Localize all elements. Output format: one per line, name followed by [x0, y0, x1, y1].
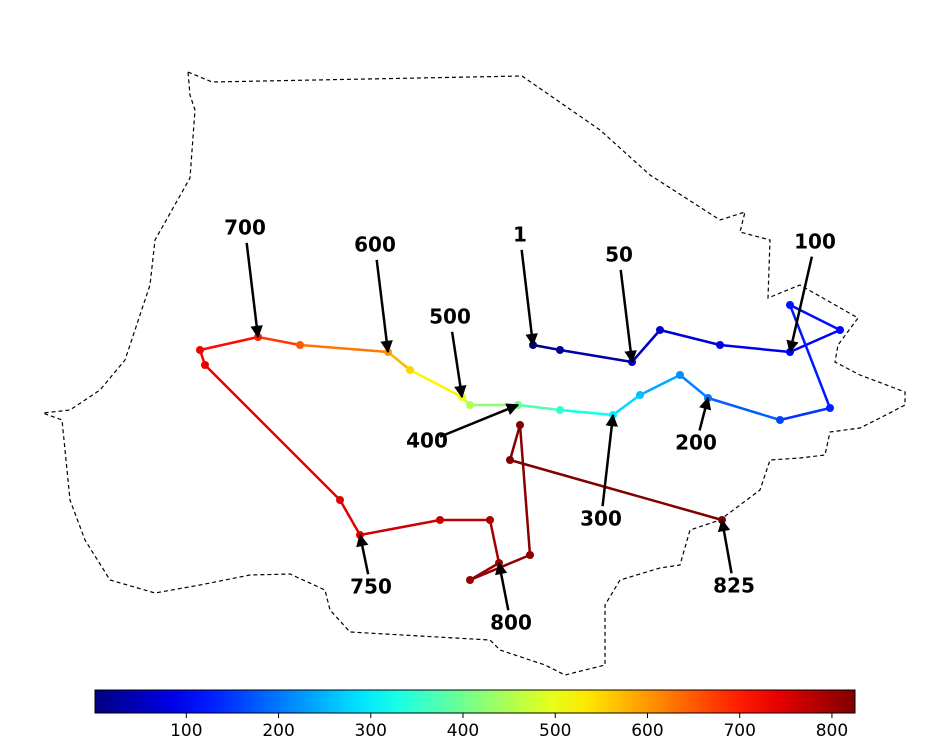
trajectory-point — [526, 551, 534, 559]
annotation-label: 700 — [224, 216, 266, 240]
annotation-arrow — [786, 256, 814, 354]
trajectory-segment — [707, 396, 781, 422]
trajectory-point — [776, 416, 784, 424]
trajectory-point — [826, 404, 834, 412]
annotation-arrow — [698, 396, 712, 431]
trajectory-point — [406, 366, 414, 374]
trajectory-segment — [199, 335, 259, 352]
trajectory-segment — [789, 328, 841, 354]
trajectory-segment — [299, 343, 389, 354]
annotation-label: 200 — [675, 431, 717, 455]
annotation-arrow — [245, 242, 263, 339]
boundary — [42, 71, 906, 676]
trajectory-point — [296, 341, 304, 349]
trajectory-segment — [612, 393, 641, 417]
trajectory-point — [486, 516, 494, 524]
colorbar-scale — [94, 689, 856, 714]
trajectory-segment — [409, 368, 463, 399]
trajectory-segment — [532, 343, 561, 352]
trajectory-point — [466, 576, 474, 584]
trajectory-segment — [509, 458, 723, 522]
colorbar-tick-label: 600 — [631, 721, 663, 741]
annotations: 1 50 100 200 300 400 500 600 700 750 800 825 — [224, 216, 836, 635]
annotation-label: 825 — [713, 574, 755, 598]
trajectory-point — [556, 406, 564, 414]
trajectory-segment — [338, 499, 362, 536]
annotation-label: 750 — [350, 575, 392, 599]
trajectory-segment — [559, 348, 633, 364]
annotation-label: 500 — [429, 305, 471, 329]
annotation-label: 300 — [580, 507, 622, 531]
trajectory-segment — [789, 303, 841, 332]
trajectory-point — [201, 361, 209, 369]
trajectory-point — [466, 401, 474, 409]
trajectory-point — [506, 456, 514, 464]
trajectory-segment — [639, 373, 681, 397]
annotation-arrow — [601, 413, 618, 507]
trajectory-point — [636, 391, 644, 399]
trajectory-point — [196, 346, 204, 354]
colorbar-tick-label: 800 — [816, 721, 848, 741]
trajectory-segment — [517, 403, 561, 412]
trajectory — [196, 301, 844, 584]
annotation-label: 600 — [354, 233, 396, 257]
trajectory-segment — [559, 408, 614, 417]
trajectory-segment — [508, 424, 522, 461]
colorbar-tick-label: 200 — [262, 721, 294, 741]
trajectory-segment — [518, 424, 532, 556]
annotation-arrow — [619, 269, 637, 364]
annotation-arrow — [439, 403, 520, 438]
trajectory-point — [786, 301, 794, 309]
trajectory-segment — [631, 329, 661, 363]
trajectory-segment — [488, 519, 501, 564]
trajectory-segment — [359, 518, 441, 537]
annotation-arrow — [717, 518, 733, 574]
annotation-arrow — [375, 259, 393, 354]
trajectory-point — [676, 371, 684, 379]
trajectory-point — [436, 516, 444, 524]
trajectory-point — [656, 326, 664, 334]
trajectory-segment — [719, 343, 791, 354]
colorbar-tick-label: 100 — [170, 721, 202, 741]
annotation-arrow — [520, 249, 538, 347]
trajectory-point — [836, 326, 844, 334]
colorbar-tick-label: 500 — [539, 721, 571, 741]
annotation-label: 100 — [794, 230, 836, 254]
colorbar-tick-label: 400 — [447, 721, 479, 741]
annotation-arrow — [495, 561, 510, 611]
colorbar-tick-label: 300 — [355, 721, 387, 741]
annotation-label: 50 — [605, 243, 633, 267]
annotation-label: 1 — [513, 223, 527, 247]
annotation-arrow — [356, 533, 370, 575]
colorbar: 100 200 300 400 500 600 700 800 — [94, 689, 856, 741]
annotation-label: 800 — [490, 611, 532, 635]
trajectory-segment — [659, 328, 721, 347]
trajectory-segment — [257, 335, 301, 347]
trajectory-point — [716, 341, 724, 349]
trajectory-segment — [204, 364, 341, 501]
trajectory-segment — [387, 351, 411, 371]
trajectory-point — [336, 496, 344, 504]
trajectory-point — [556, 346, 564, 354]
trajectory-segment — [679, 374, 709, 399]
colorbar-tick-label: 700 — [723, 721, 755, 741]
trajectory-point — [516, 421, 524, 429]
trajectory-segment — [779, 406, 831, 422]
annotation-arrow — [450, 331, 467, 399]
annotation-label: 400 — [406, 429, 448, 453]
